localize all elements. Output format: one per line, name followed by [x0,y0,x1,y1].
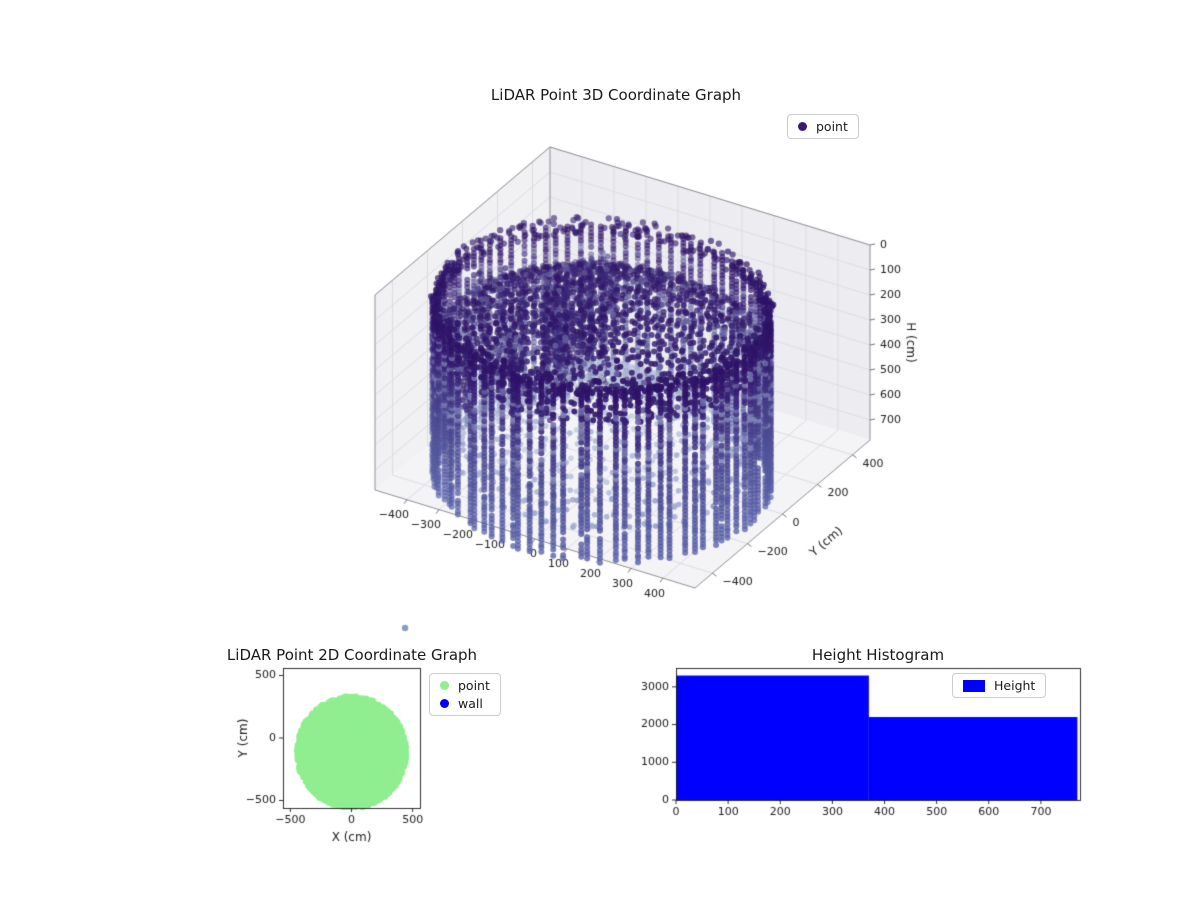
chart-3d-legend: point [787,114,859,139]
legend-row-point: point [440,678,490,693]
histogram-title: Height Histogram [811,646,945,664]
chart-height-histogram: Height Histogram Height [590,643,1110,878]
point-marker-icon [440,681,449,690]
legend-row-point: point [798,119,848,134]
histogram-legend: Height [952,673,1047,698]
chart-3d-title: LiDAR Point 3D Coordinate Graph [490,86,742,104]
height-marker-icon [963,679,985,692]
point-legend-label: point [458,678,490,693]
wall-legend-label: wall [458,696,483,711]
chart-2d-legend: point wall [429,673,501,716]
wall-marker-icon [440,699,449,708]
point-marker-icon [798,122,807,131]
legend-row-wall: wall [440,696,490,711]
point-legend-label: point [816,119,848,134]
chart-2d-title: LiDAR Point 2D Coordinate Graph [226,646,478,664]
chart-2d-scatter: LiDAR Point 2D Coordinate Graph point wa… [226,643,530,878]
chart-3d-scatter: LiDAR Point 3D Coordinate Graph point [300,80,940,645]
legend-row-height: Height [963,678,1035,693]
height-legend-label: Height [994,678,1036,693]
chart-3d-plot-area [300,80,940,645]
